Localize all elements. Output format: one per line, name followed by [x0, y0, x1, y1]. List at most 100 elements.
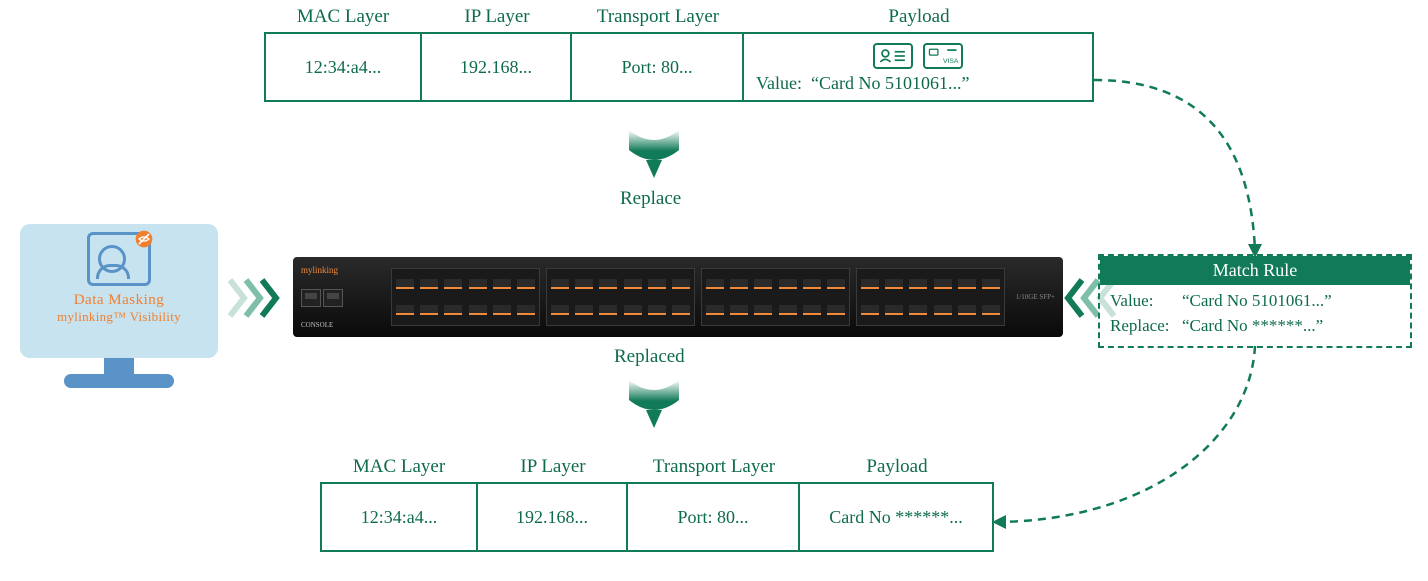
- sfp-port: [517, 279, 535, 289]
- sfp-port: [958, 305, 976, 315]
- sfp-port: [624, 305, 642, 315]
- sfp-port: [754, 305, 772, 315]
- sfp-port: [706, 305, 724, 315]
- rule-row: Value:“Card No 5101061...”: [1110, 289, 1400, 314]
- device-brand: mylinking: [301, 265, 391, 275]
- payload-value: Value: “Card No 5101061...”: [756, 73, 969, 94]
- sfp-port: [396, 305, 414, 315]
- device-right-label: 1/10GE SFP+: [1005, 293, 1055, 301]
- sfp-port: [469, 279, 487, 289]
- sfp-port: [934, 305, 952, 315]
- sfp-port: [648, 279, 666, 289]
- column-header: Transport Layer: [628, 456, 800, 482]
- packet-cell: 192.168...: [422, 32, 572, 102]
- monitor-title: Data Masking: [74, 292, 165, 309]
- id-card-icon: [873, 43, 913, 69]
- match-rule-box: Match Rule Value:“Card No 5101061...”Rep…: [1098, 254, 1412, 348]
- packet-cell: Port: 80...: [628, 482, 800, 552]
- monitor: Data Masking mylinking™ Visibility: [20, 224, 218, 388]
- column-header: MAC Layer: [320, 456, 478, 482]
- sfp-port: [469, 305, 487, 315]
- rj45-port: [301, 289, 321, 307]
- monitor-screen: Data Masking mylinking™ Visibility: [20, 224, 218, 358]
- column-header: IP Layer: [422, 6, 572, 32]
- sfp-port: [803, 279, 821, 289]
- sfp-port: [982, 279, 1000, 289]
- sfp-port: [599, 279, 617, 289]
- sfp-port: [672, 279, 690, 289]
- monitor-stand: [104, 358, 134, 374]
- match-rule-body: Value:“Card No 5101061...”Replace:“Card …: [1100, 285, 1410, 346]
- sfp-port: [730, 305, 748, 315]
- sfp-port: [444, 279, 462, 289]
- sfp-port: [861, 305, 879, 315]
- packet-cell: 12:34:a4...: [320, 482, 478, 552]
- sfp-port: [420, 305, 438, 315]
- device-mgmt-ports: [301, 289, 391, 307]
- sfp-port: [885, 279, 903, 289]
- sfp-port: [861, 279, 879, 289]
- sfp-port: [575, 279, 593, 289]
- flow-arrow-down: [624, 130, 684, 180]
- packet-before: MAC Layer12:34:a4...IP Layer192.168...Tr…: [264, 6, 1094, 102]
- port-group: [391, 268, 540, 326]
- packet-cell: 12:34:a4...: [264, 32, 422, 102]
- sfp-port: [551, 305, 569, 315]
- sfp-port: [885, 305, 903, 315]
- flow-arrow-down: [624, 380, 684, 430]
- sfp-port: [672, 305, 690, 315]
- sfp-port: [730, 279, 748, 289]
- label-replace: Replace: [620, 188, 681, 210]
- match-rule-title: Match Rule: [1100, 256, 1410, 285]
- sfp-port: [575, 305, 593, 315]
- sfp-port: [599, 305, 617, 315]
- packet-cell: VISA Value: “Card No 5101061...”: [744, 32, 1094, 102]
- port-group: [856, 268, 1005, 326]
- sfp-port: [396, 279, 414, 289]
- port-group: [701, 268, 850, 326]
- rule-row: Replace:“Card No ******...”: [1110, 314, 1400, 339]
- column-header: MAC Layer: [264, 6, 422, 32]
- sfp-port: [551, 279, 569, 289]
- device-left-panel: mylinking CONSOLE: [301, 265, 391, 329]
- sfp-port: [909, 279, 927, 289]
- monitor-base: [64, 374, 174, 388]
- credit-card-icon: VISA: [923, 43, 963, 69]
- sfp-port: [779, 305, 797, 315]
- sfp-port: [827, 305, 845, 315]
- sfp-port: [909, 305, 927, 315]
- column-header: IP Layer: [478, 456, 628, 482]
- sfp-port: [934, 279, 952, 289]
- sfp-port: [779, 279, 797, 289]
- sfp-port: [754, 279, 772, 289]
- column-header: Payload: [800, 456, 994, 482]
- sfp-port: [982, 305, 1000, 315]
- id-card-icon: [87, 232, 151, 286]
- sfp-port: [706, 279, 724, 289]
- eye-off-icon: [134, 229, 154, 249]
- column-header: Transport Layer: [572, 6, 744, 32]
- sfp-port: [958, 279, 976, 289]
- svg-text:VISA: VISA: [943, 58, 959, 65]
- rj45-port: [323, 289, 343, 307]
- sfp-port: [420, 279, 438, 289]
- column-header: Payload: [744, 6, 1094, 32]
- sfp-port: [517, 305, 535, 315]
- port-group: [546, 268, 695, 326]
- device-console-label: CONSOLE: [301, 321, 391, 329]
- device-port-area: [391, 268, 1005, 326]
- sfp-port: [444, 305, 462, 315]
- label-replaced: Replaced: [614, 346, 685, 368]
- sfp-port: [624, 279, 642, 289]
- monitor-subtitle: mylinking™ Visibility: [57, 309, 181, 325]
- packet-cell: Card No ******...: [800, 482, 994, 552]
- sfp-port: [827, 279, 845, 289]
- sfp-port: [803, 305, 821, 315]
- packet-after: MAC Layer12:34:a4...IP Layer192.168...Tr…: [320, 456, 994, 552]
- packet-cell: Port: 80...: [572, 32, 744, 102]
- flow-chevrons: [226, 276, 286, 320]
- sfp-port: [493, 305, 511, 315]
- sfp-port: [493, 279, 511, 289]
- packet-cell: 192.168...: [478, 482, 628, 552]
- sfp-port: [648, 305, 666, 315]
